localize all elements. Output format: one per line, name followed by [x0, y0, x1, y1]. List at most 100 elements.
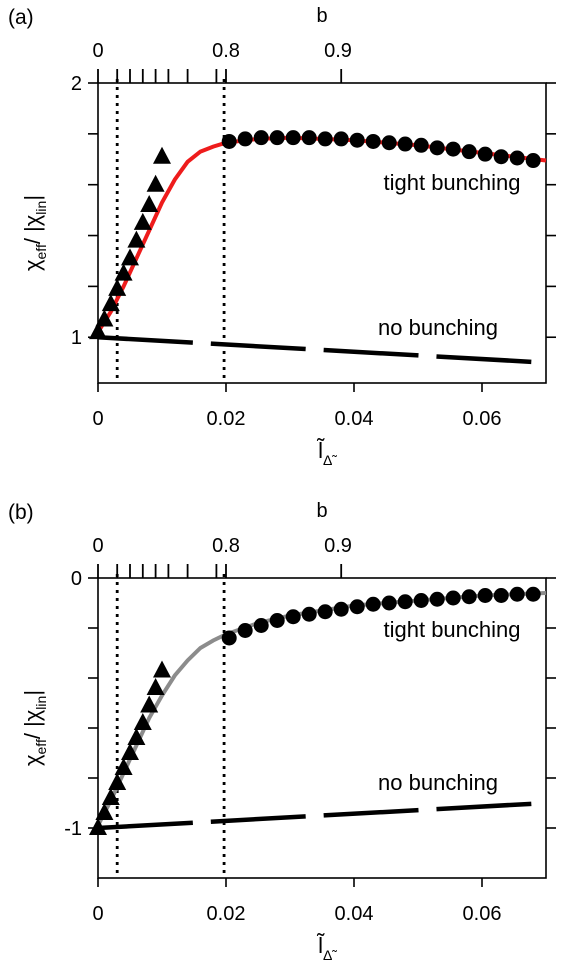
triangle-point — [89, 818, 107, 835]
x-axis-title-main: l̃ — [316, 933, 325, 958]
x-axis-title: l̃Δ̃ — [316, 933, 337, 963]
y-axis-title-part: | — [20, 195, 45, 201]
circle-point — [269, 613, 285, 628]
triangle-point — [101, 788, 120, 805]
triangle-point — [146, 678, 165, 695]
circle-point — [317, 604, 333, 620]
circle-point — [301, 130, 317, 146]
triangle-point — [114, 758, 133, 775]
circle-point — [317, 131, 333, 147]
circle-point — [477, 146, 493, 162]
top-tick-label: 0.8 — [212, 535, 240, 557]
y-tick-label: -1 — [64, 818, 82, 840]
circle-point — [477, 588, 493, 603]
y-axis-title-part: / |χ — [20, 214, 45, 244]
top-tick-label: 0.8 — [212, 40, 240, 62]
circle-point — [253, 130, 269, 146]
triangle-point — [89, 322, 107, 340]
triangle-point — [133, 713, 152, 730]
triangle-point — [153, 146, 171, 164]
fit-curve — [96, 135, 547, 334]
triangle-point — [140, 195, 159, 213]
x-tick-label: 0.02 — [207, 408, 246, 430]
circle-point — [269, 130, 285, 146]
y-axis-title: χeff/ |χlin| — [20, 195, 49, 271]
plot-frame — [97, 82, 547, 384]
circle-point — [509, 150, 525, 166]
annotation-tight-bunching: tight bunching — [384, 170, 521, 195]
triangle-point — [153, 660, 171, 678]
y-axis-title-part: lin — [33, 201, 49, 215]
y-tick-label: 2 — [71, 73, 82, 95]
y-axis-title-part: | — [20, 690, 45, 696]
circle-point — [221, 133, 237, 149]
x-axis-title-sub: Δ̃ — [323, 947, 337, 963]
top-tick-label: 0 — [92, 40, 103, 62]
triangle-point — [133, 212, 152, 230]
circle-point — [381, 135, 397, 151]
y-axis-title-part: eff — [33, 739, 49, 754]
circle-point — [349, 599, 365, 615]
x-tick-label: 0 — [92, 903, 103, 925]
circle-point — [445, 590, 461, 606]
top-tick-label: 0.9 — [324, 40, 352, 62]
annotation-tight-bunching: tight bunching — [384, 617, 521, 642]
circle-point — [525, 153, 541, 169]
x-axis-title-main: l̃ — [316, 438, 325, 463]
circle-point — [285, 609, 301, 625]
y-axis-title-part: / |χ — [20, 709, 45, 739]
circle-point — [429, 591, 445, 607]
circle-point — [429, 140, 445, 156]
x-tick-label: 0 — [92, 408, 103, 430]
no-bunching-line — [97, 334, 547, 365]
x-tick-label: 0.02 — [207, 903, 246, 925]
circle-point — [221, 630, 237, 646]
circle-point — [349, 132, 365, 148]
triangle-point — [114, 263, 133, 281]
y-axis-title-part: lin — [33, 696, 49, 710]
no-bunching-line — [97, 800, 547, 831]
triangle-point — [95, 309, 114, 327]
circle-point — [237, 131, 253, 147]
x-tick-label: 0.06 — [463, 408, 502, 430]
circle-point — [525, 586, 541, 602]
triangle-point — [140, 695, 159, 713]
circle-point — [461, 589, 477, 605]
x-axis-title-sub: Δ̃ — [323, 452, 337, 468]
y-axis-title-part: χ — [20, 754, 45, 766]
annotation-no-bunching: no bunching — [378, 770, 498, 795]
top-axis-label: b — [316, 500, 327, 522]
top-tick-label: 0 — [92, 535, 103, 557]
panel-label: (a) — [8, 6, 34, 29]
circle-point — [381, 595, 397, 611]
triangle-point — [101, 294, 120, 312]
x-axis-title: l̃Δ̃ — [316, 438, 337, 468]
circle-point — [285, 130, 301, 146]
circle-point — [493, 149, 509, 165]
triangle-point — [121, 743, 139, 760]
circle-point — [413, 593, 429, 608]
triangle-point — [127, 230, 146, 248]
y-axis-title-part: eff — [33, 244, 49, 259]
y-axis-title: χeff/ |χlin| — [20, 690, 49, 766]
circle-point — [253, 618, 269, 633]
triangle-point — [127, 728, 146, 745]
top-axis-label: b — [316, 5, 327, 27]
circle-point — [509, 586, 525, 602]
circle-point — [445, 141, 461, 157]
circle-point — [301, 606, 317, 622]
y-tick-label: 1 — [71, 327, 82, 349]
panel-label: (b) — [8, 501, 34, 524]
circle-point — [397, 136, 413, 152]
circle-point — [413, 137, 429, 153]
triangle-point — [146, 174, 165, 192]
circle-point — [461, 144, 477, 160]
circle-point — [365, 596, 381, 612]
x-tick-label: 0.04 — [335, 903, 374, 925]
circle-point — [365, 133, 381, 149]
triangle-point — [121, 248, 139, 266]
x-tick-label: 0.04 — [335, 408, 374, 430]
